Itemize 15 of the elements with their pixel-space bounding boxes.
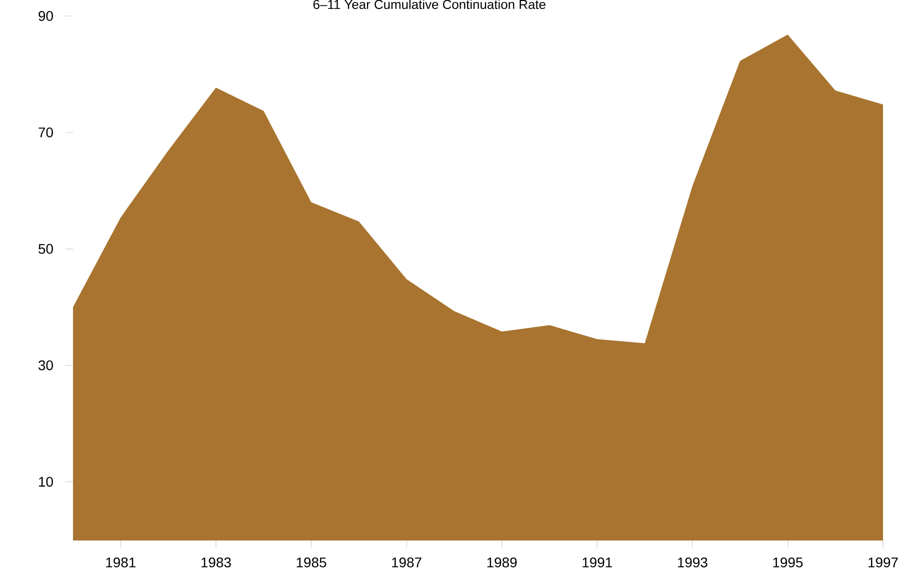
x-tick-label: 1991 (582, 557, 612, 568)
x-tick-label: 1989 (487, 557, 517, 568)
chart-title: 6–11 Year Cumulative Continuation Rate (313, 0, 546, 10)
y-tick-label: 70 (38, 127, 53, 138)
x-tick-label: 1993 (678, 557, 708, 568)
y-tick-label: 30 (38, 360, 53, 370)
y-tick-label: 10 (39, 476, 53, 487)
x-tick-label: 1997 (868, 557, 898, 568)
x-tick-label: 1995 (773, 557, 803, 568)
y-tick-label: 90 (38, 11, 53, 21)
x-tick-label: 1987 (392, 557, 422, 568)
x-tick-label: 1983 (202, 557, 231, 568)
x-tick-label: 1985 (296, 557, 326, 568)
y-tick-label: 50 (38, 244, 53, 254)
x-tick-label: 1981 (106, 557, 136, 568)
